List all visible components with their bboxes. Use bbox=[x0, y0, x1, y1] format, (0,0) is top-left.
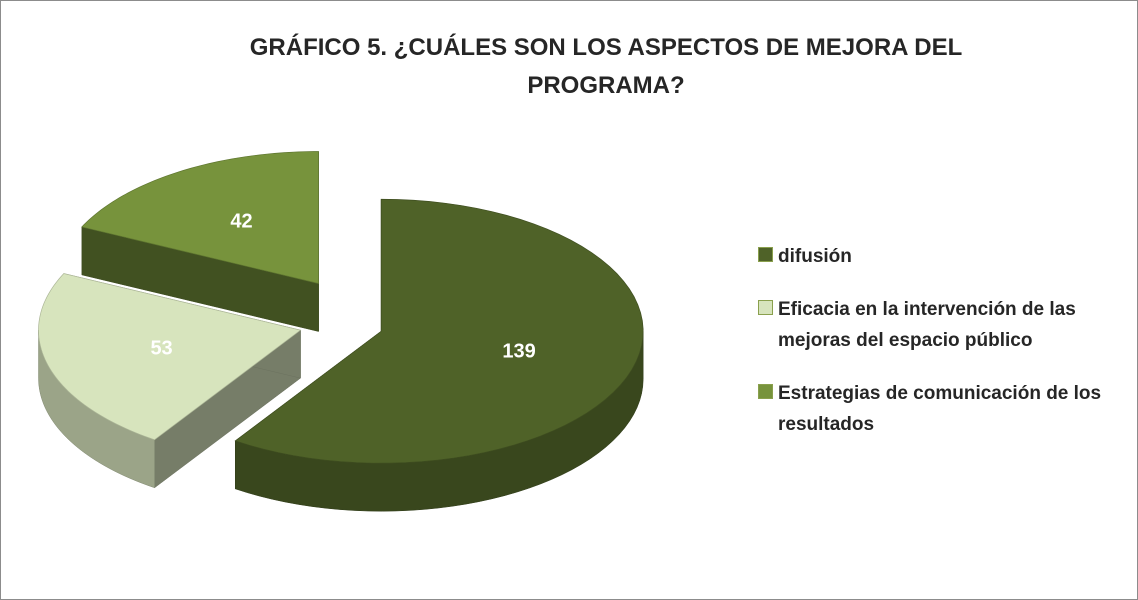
legend-swatch bbox=[758, 247, 773, 262]
legend-label: Eficacia en la intervención de las mejor… bbox=[778, 299, 1076, 351]
legend-item: Eficacia en la intervención de las mejor… bbox=[758, 294, 1128, 356]
chart-title: GRÁFICO 5. ¿CUÁLES SON LOS ASPECTOS DE M… bbox=[249, 34, 963, 99]
legend-item: difusión bbox=[758, 241, 1128, 272]
slice-top bbox=[234, 198, 644, 464]
slice: 42 bbox=[81, 151, 319, 332]
data-label: 53 bbox=[150, 338, 172, 360]
legend-label: difusión bbox=[778, 246, 852, 267]
slice: 139 bbox=[234, 198, 644, 512]
legend: difusión Eficacia en la intervención de l… bbox=[758, 241, 1128, 462]
data-label: 139 bbox=[502, 341, 535, 363]
slice: 53 bbox=[38, 273, 302, 489]
legend-item: Estrategias de comunicación de los resul… bbox=[758, 378, 1128, 440]
slice-top bbox=[38, 273, 302, 441]
slice-top bbox=[81, 151, 319, 284]
legend-swatch bbox=[758, 300, 773, 315]
legend-label: Estrategias de comunicación de los resul… bbox=[778, 383, 1102, 435]
legend-swatch bbox=[758, 384, 773, 399]
data-label: 42 bbox=[230, 210, 252, 232]
